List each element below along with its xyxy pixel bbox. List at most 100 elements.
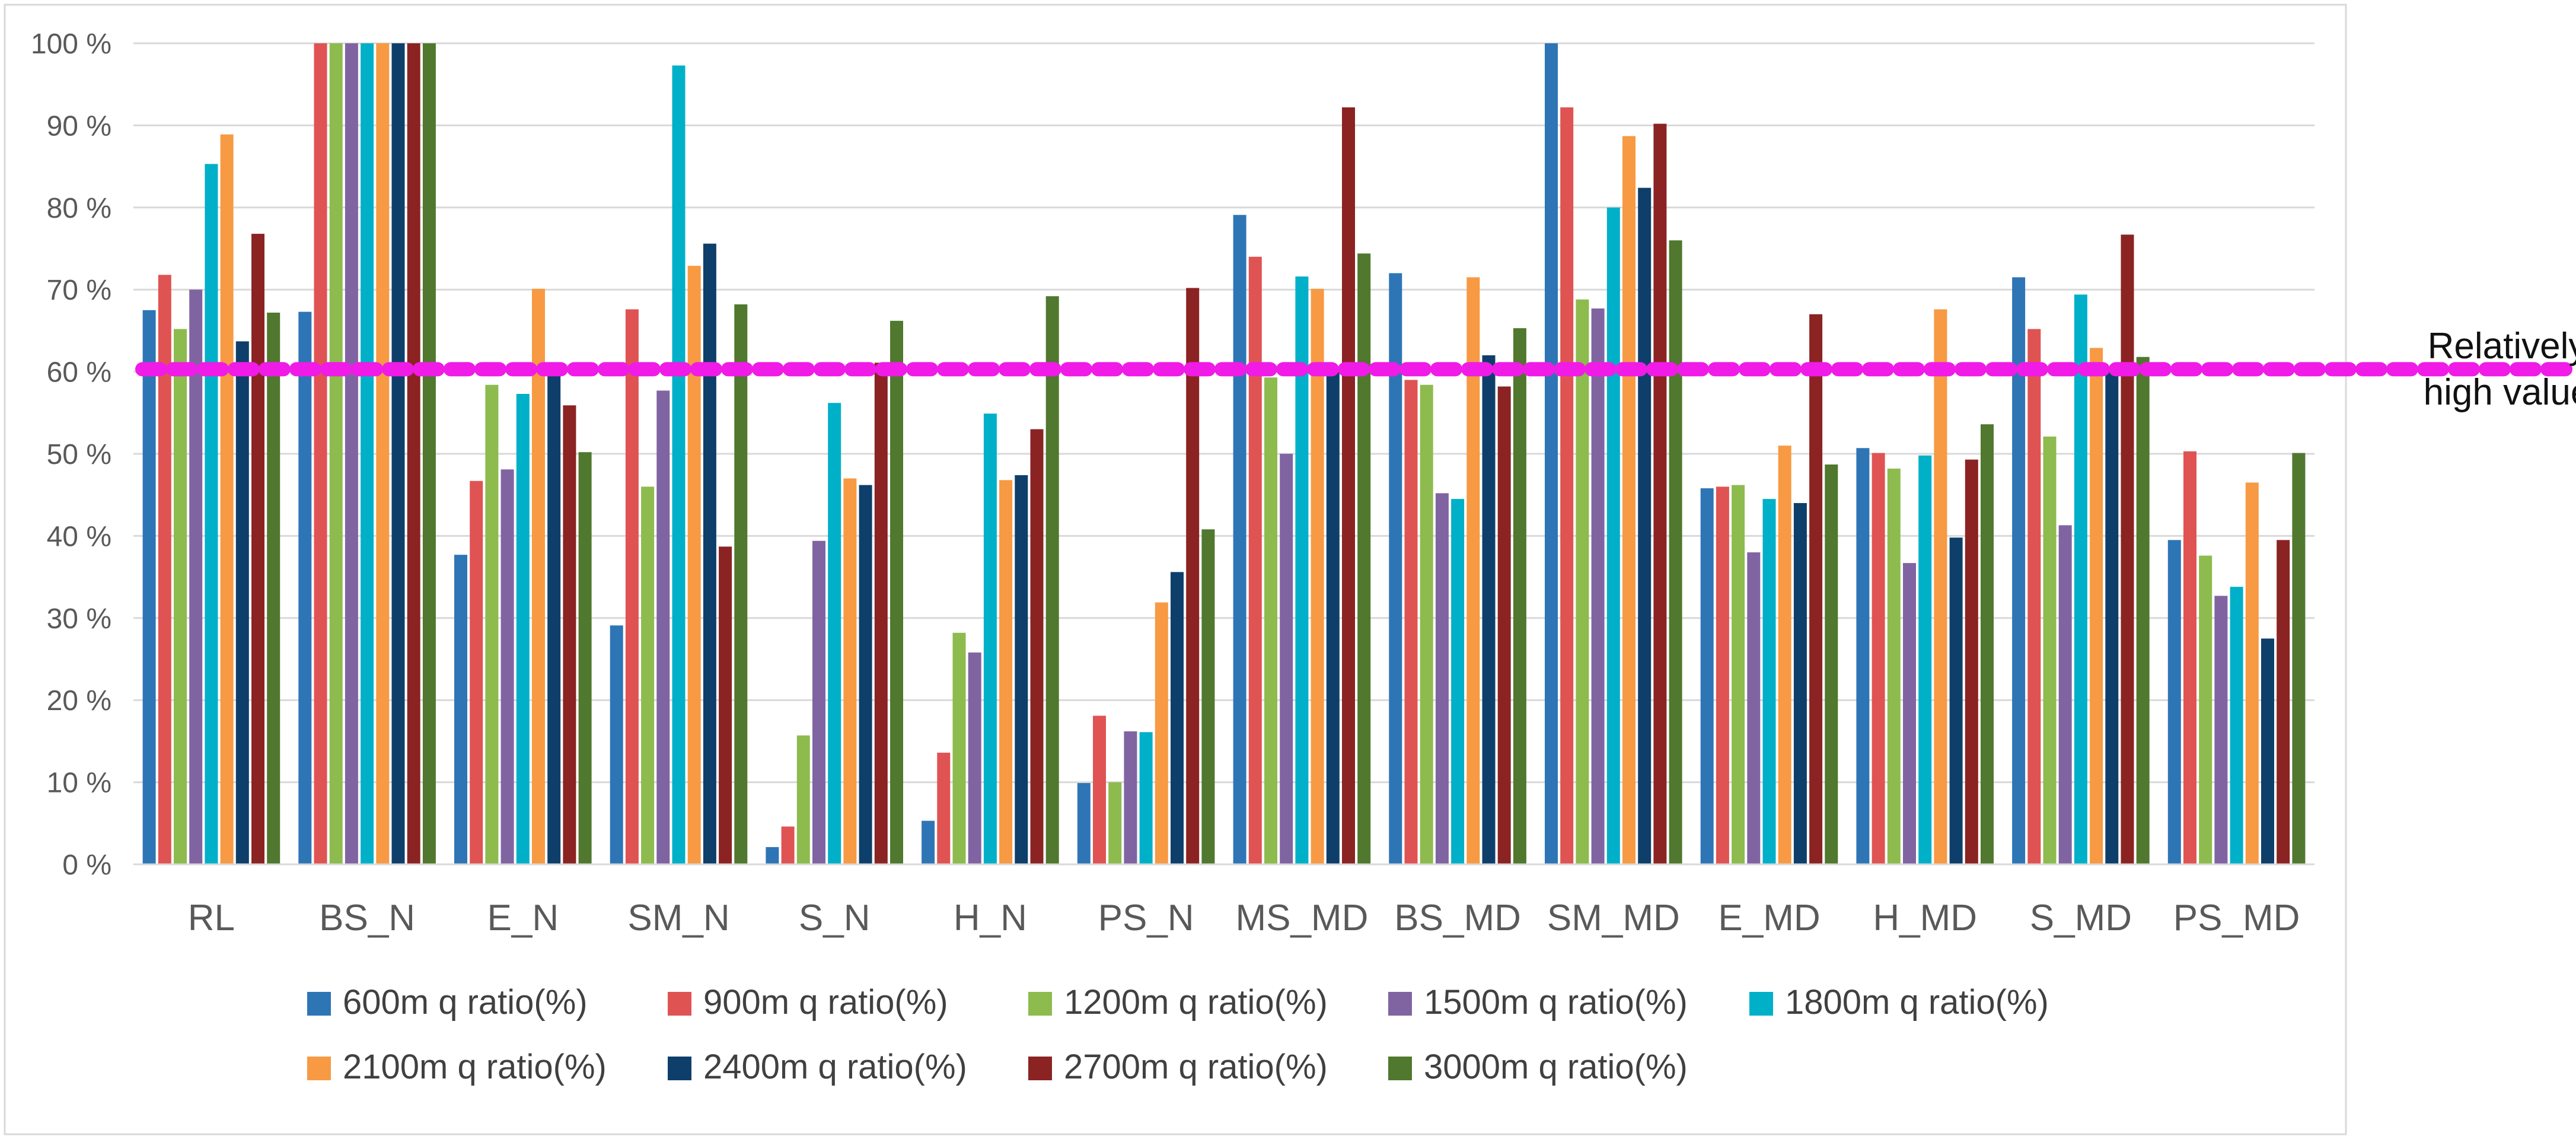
- bar: [1918, 455, 1932, 864]
- bar: [2245, 482, 2259, 864]
- bar: [999, 480, 1013, 864]
- bar: [828, 403, 841, 864]
- bar: [345, 43, 358, 864]
- bar: [1295, 276, 1309, 865]
- bar: [298, 311, 312, 864]
- legend-label: 2100m q ratio(%): [343, 1048, 607, 1086]
- bar: [1591, 308, 1605, 864]
- legend-label: 1800m q ratio(%): [1785, 983, 2049, 1022]
- bar: [812, 540, 825, 864]
- bar: [1606, 207, 1620, 864]
- bar: [2230, 587, 2243, 864]
- bar: [142, 310, 156, 864]
- bar: [1856, 448, 1870, 864]
- bar: [2027, 329, 2041, 864]
- bar: [1451, 499, 1465, 864]
- legend-label: 2400m q ratio(%): [703, 1048, 967, 1086]
- bar: [1809, 314, 1823, 864]
- bar: [578, 452, 592, 864]
- chart-frame: [4, 4, 2347, 1135]
- bar: [1716, 486, 1729, 864]
- bar: [1435, 493, 1449, 864]
- legend-swatch: [1388, 1057, 1412, 1080]
- annotation: Relatively high value: [2424, 326, 2576, 413]
- legend-label: 1500m q ratio(%): [1424, 983, 1688, 1022]
- y-tick-label: 30 %: [47, 603, 111, 635]
- x-tick-label: PS_N: [1098, 898, 1194, 938]
- bar: [610, 625, 623, 864]
- x-tick-label: E_MD: [1718, 898, 1820, 938]
- bars: [142, 43, 2306, 865]
- bar: [2058, 525, 2072, 864]
- bar: [376, 43, 390, 864]
- bar: [1747, 552, 1761, 864]
- bar: [1280, 454, 1293, 864]
- bar: [2261, 638, 2274, 864]
- bar: [391, 43, 405, 864]
- bar: [2090, 348, 2103, 864]
- bar: [1342, 107, 1355, 864]
- bar: [1638, 187, 1652, 865]
- bar: [251, 234, 264, 865]
- y-tick-label: 100 %: [31, 28, 111, 60]
- bar: [1732, 485, 1745, 864]
- bar: [1560, 107, 1574, 864]
- bar: [314, 43, 327, 864]
- bar: [672, 65, 686, 864]
- bar: [1201, 529, 1215, 864]
- bar: [1949, 537, 1963, 864]
- bar: [2167, 540, 2181, 864]
- x-tick-label: E_N: [487, 898, 559, 938]
- bar: [1108, 782, 1122, 864]
- bar: [1762, 499, 1776, 864]
- bar: [952, 632, 966, 864]
- bar: [2012, 277, 2026, 864]
- x-axis-category-labels: RL BS_N E_N SM_N S_N H_N PS_N MS_MD BS_MD SM_MD E_…: [188, 898, 2300, 938]
- bar: [703, 243, 716, 865]
- bar: [983, 413, 997, 864]
- bar: [890, 320, 903, 864]
- bar: [843, 478, 857, 864]
- bar: [2043, 436, 2057, 864]
- bar: [1513, 328, 1526, 864]
- bar: [781, 826, 795, 864]
- y-axis-tick-labels: 0 % 10 % 20 % 30 % 40 % 50 % 60 % 70 % 80 % 90 % 1…: [31, 28, 111, 881]
- bar: [1497, 386, 1511, 864]
- legend: 600m q ratio(%) 900m q ratio(%) 1200m q ra…: [307, 983, 2049, 1086]
- legend-label: 3000m q ratio(%): [1424, 1048, 1688, 1086]
- y-tick-label: 60 %: [47, 357, 111, 389]
- y-tick-label: 10 %: [47, 768, 111, 799]
- bar: [922, 820, 935, 864]
- bar: [361, 43, 374, 864]
- y-tick-label: 40 %: [47, 521, 111, 552]
- bar: [766, 847, 779, 864]
- bar: [1981, 424, 1994, 864]
- bar: [796, 735, 810, 864]
- annotation-line-1: Relatively: [2428, 326, 2576, 367]
- legend-label: 900m q ratio(%): [703, 983, 948, 1022]
- bar: [1093, 715, 1106, 864]
- x-tick-label: BS_N: [319, 898, 415, 938]
- bar: [1326, 371, 1340, 864]
- bar: [1233, 215, 1246, 864]
- x-tick-label: H_N: [954, 898, 1027, 938]
- bar: [1311, 288, 1324, 864]
- bar: [1171, 572, 1184, 864]
- bar: [1576, 299, 1589, 864]
- bar: [2136, 357, 2150, 864]
- bar: [874, 362, 888, 864]
- bar: [470, 481, 483, 864]
- bar: [1015, 475, 1028, 864]
- bar: [1903, 563, 1916, 864]
- y-tick-label: 0 %: [62, 850, 111, 881]
- bar: [1186, 288, 1200, 864]
- bar: [500, 469, 514, 864]
- x-tick-label: SM_N: [627, 898, 729, 938]
- legend-swatch: [307, 1057, 331, 1080]
- bar: [719, 546, 732, 864]
- bar: [1872, 453, 1885, 864]
- bar: [1653, 123, 1667, 865]
- bar: [1778, 446, 1791, 864]
